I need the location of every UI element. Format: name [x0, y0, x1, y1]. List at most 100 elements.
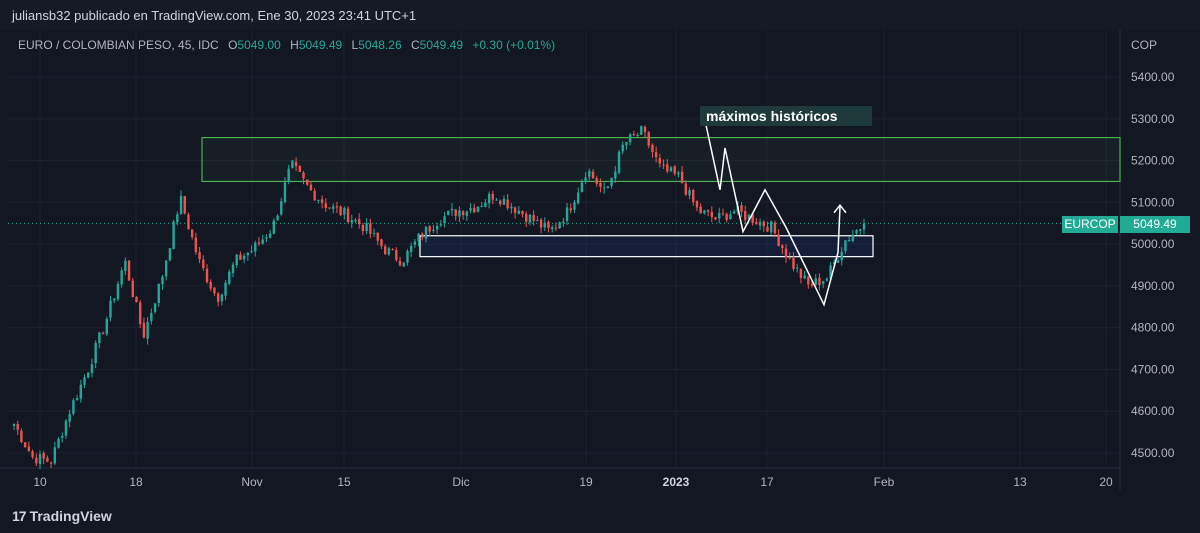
- candle-body: [235, 254, 238, 266]
- candle-body: [525, 213, 528, 222]
- close-label: C: [410, 38, 420, 52]
- x-tick-label: 10: [33, 475, 47, 489]
- candle-body: [543, 222, 546, 228]
- candle-body: [320, 199, 324, 203]
- projection-arrow[interactable]: [837, 206, 841, 253]
- candle-body: [484, 202, 487, 207]
- candle-body: [142, 322, 146, 338]
- candle-body: [350, 220, 353, 223]
- candle-body: [172, 221, 175, 250]
- candle-body: [795, 267, 799, 269]
- candle-body: [395, 250, 398, 260]
- arrow-head-icon[interactable]: [833, 204, 847, 214]
- candle-body: [324, 203, 327, 208]
- candle-body: [228, 271, 231, 284]
- candle-body: [595, 178, 598, 184]
- candle-body: [770, 221, 773, 233]
- candle-body: [651, 144, 654, 153]
- candle-body: [42, 453, 45, 459]
- tradingview-brand: TradingView: [29, 508, 112, 524]
- pattern-zigzag[interactable]: [705, 124, 839, 307]
- candle-body: [346, 208, 350, 223]
- candle-body: [250, 250, 253, 252]
- x-tick-label: Feb: [874, 475, 895, 489]
- candle-body: [317, 199, 320, 201]
- candle-body: [335, 206, 339, 208]
- candle-body: [643, 126, 647, 133]
- candle-body: [383, 246, 387, 255]
- candle-body: [632, 133, 636, 135]
- candle-body: [729, 214, 732, 219]
- candle-body: [547, 221, 550, 228]
- candle-body: [732, 211, 736, 214]
- candle-body: [773, 222, 777, 234]
- candle-body: [153, 303, 157, 312]
- candle-body: [406, 250, 409, 263]
- candle-body: [287, 168, 290, 182]
- candle-body: [409, 245, 413, 252]
- candle-body: [220, 294, 224, 302]
- candle-body: [387, 248, 391, 255]
- candle-body: [343, 208, 346, 215]
- candle-body: [669, 167, 673, 172]
- candle-body: [254, 242, 257, 252]
- x-tick-label: 20: [1099, 475, 1113, 489]
- candle-body: [61, 436, 64, 438]
- x-tick-label: 15: [337, 475, 351, 489]
- candle-body: [695, 200, 699, 208]
- candle-body: [257, 242, 261, 244]
- annotation-label[interactable]: máximos históricos: [700, 106, 872, 126]
- candle-body: [744, 210, 747, 220]
- y-tick-label: 5100.00: [1131, 195, 1175, 209]
- candle-body: [87, 372, 90, 378]
- candle-body: [35, 457, 38, 464]
- candle-body: [146, 321, 149, 339]
- candle-body: [68, 413, 71, 422]
- candle-body: [421, 233, 424, 238]
- candle-body: [684, 183, 688, 195]
- candle-body: [23, 442, 27, 448]
- candle-body: [502, 198, 506, 205]
- candle-body: [628, 134, 632, 143]
- candle-body: [621, 144, 624, 152]
- x-tick-label: Dic: [452, 475, 469, 489]
- candle-body: [465, 211, 469, 216]
- candle-body: [640, 126, 643, 135]
- candle-body: [291, 160, 294, 168]
- candle-body: [688, 190, 691, 196]
- candle-body: [361, 224, 365, 232]
- candle-body: [506, 199, 509, 209]
- x-tick-label: 13: [1013, 475, 1027, 489]
- candle-body: [718, 212, 721, 219]
- currency-label: COP: [1131, 38, 1158, 52]
- candle-body: [298, 165, 302, 172]
- y-tick-label: 4700.00: [1131, 362, 1175, 376]
- y-tick-label: 4800.00: [1131, 321, 1175, 335]
- candle-body: [127, 260, 131, 281]
- candle-body: [413, 241, 417, 245]
- candle-body: [164, 260, 168, 277]
- candle-body: [380, 239, 383, 247]
- candle-body: [521, 210, 524, 215]
- candle-body: [495, 199, 498, 201]
- price-tag-symbol: EURCOP: [1062, 216, 1118, 233]
- candle-body: [788, 257, 791, 259]
- candle-body: [339, 206, 342, 216]
- price-chart[interactable]: 5400.00 5300.00 5200.00 5100.00 5000.00 4900.…: [0, 30, 1200, 500]
- tradingview-logo[interactable]: 17 TradingView: [12, 508, 112, 524]
- candle-body: [580, 182, 584, 192]
- candle-body: [803, 275, 806, 279]
- candle-body: [376, 232, 379, 241]
- candle-body: [64, 420, 68, 436]
- candle-body: [851, 234, 855, 241]
- candle-body: [391, 249, 394, 251]
- candle-body: [447, 210, 450, 215]
- candle-body: [740, 205, 743, 212]
- candle-body: [268, 233, 272, 238]
- candle-body: [79, 384, 83, 399]
- support-zone[interactable]: [419, 235, 874, 258]
- candle-body: [584, 177, 587, 182]
- candle-body: [666, 164, 669, 172]
- candle-body: [847, 239, 851, 242]
- candle-body: [435, 225, 439, 230]
